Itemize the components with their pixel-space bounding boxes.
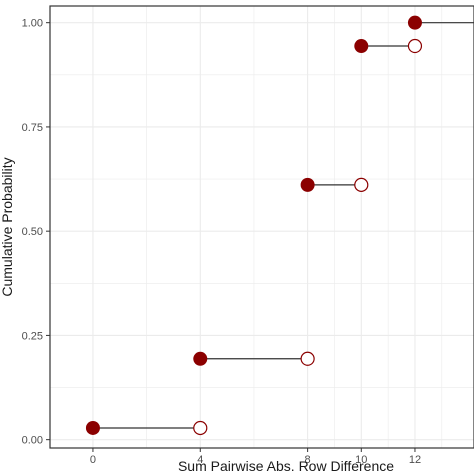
y-tick-label: 0.00 (22, 435, 43, 447)
y-tick-label: 0.25 (22, 330, 43, 342)
y-axis-title: Cumulative Probability (0, 157, 15, 296)
open-point (300, 351, 315, 366)
closed-point (193, 351, 208, 366)
grid-layer (50, 6, 474, 448)
x-tick-label: 12 (409, 454, 421, 466)
x-tick-label: 8 (305, 454, 311, 466)
open-point (193, 420, 208, 436)
x-tick-label: 10 (355, 454, 367, 466)
open-point (407, 38, 423, 54)
y-tick-label: 0.75 (22, 122, 43, 134)
closed-point (85, 420, 100, 435)
closed-point (354, 39, 369, 54)
segment-layer (92, 22, 474, 429)
x-tick-label: 4 (197, 454, 203, 466)
open-point (354, 177, 369, 192)
x-tick-label: 0 (90, 454, 96, 466)
y-tick-label: 0.50 (22, 226, 43, 238)
closed-point (407, 15, 422, 30)
x-axis-title: Sum Pairwise Abs. Row Difference (178, 458, 394, 474)
axis-layer: 0 4 8 10 12 0.00 0.25 0.50 0.75 1.00 (22, 18, 422, 466)
point-layer (85, 15, 423, 436)
y-tick-label: 1.00 (22, 18, 43, 30)
closed-point (300, 177, 315, 192)
panel-border (49, 5, 474, 449)
